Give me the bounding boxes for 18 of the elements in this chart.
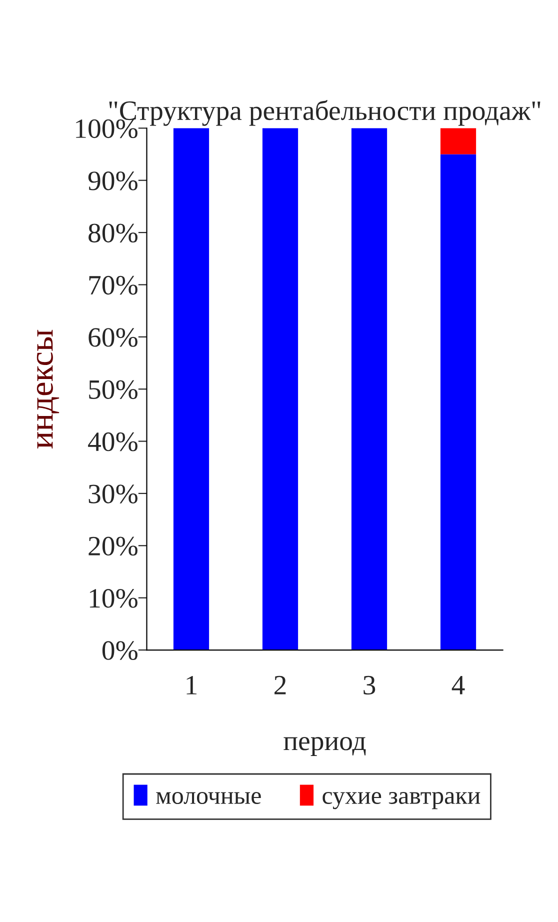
x-axis-title: период (284, 736, 366, 756)
legend-label: молочные (156, 792, 261, 804)
y-tick-label: 0% (102, 641, 138, 660)
y-tick-label: 90% (88, 172, 138, 190)
y-tick-label: 60% (88, 328, 138, 347)
y-tick-label: 30% (88, 484, 138, 504)
x-tick-label: 1 (186, 676, 197, 694)
x-tick-label: 2 (274, 676, 286, 694)
x-tick-label: 4 (452, 676, 465, 694)
y-axis-title: индексы (36, 330, 60, 448)
y-tick-label: 50% (89, 380, 138, 400)
y-tick-label: 70% (89, 276, 138, 295)
y-tick-label: 20% (88, 536, 138, 556)
x-tick-label: 3 (364, 676, 376, 695)
y-tick-label: 80% (88, 224, 138, 243)
legend-label: сухие завтраки (322, 792, 480, 810)
y-tick-label: 40% (88, 432, 138, 452)
y-tick-label: 10% (90, 588, 138, 608)
